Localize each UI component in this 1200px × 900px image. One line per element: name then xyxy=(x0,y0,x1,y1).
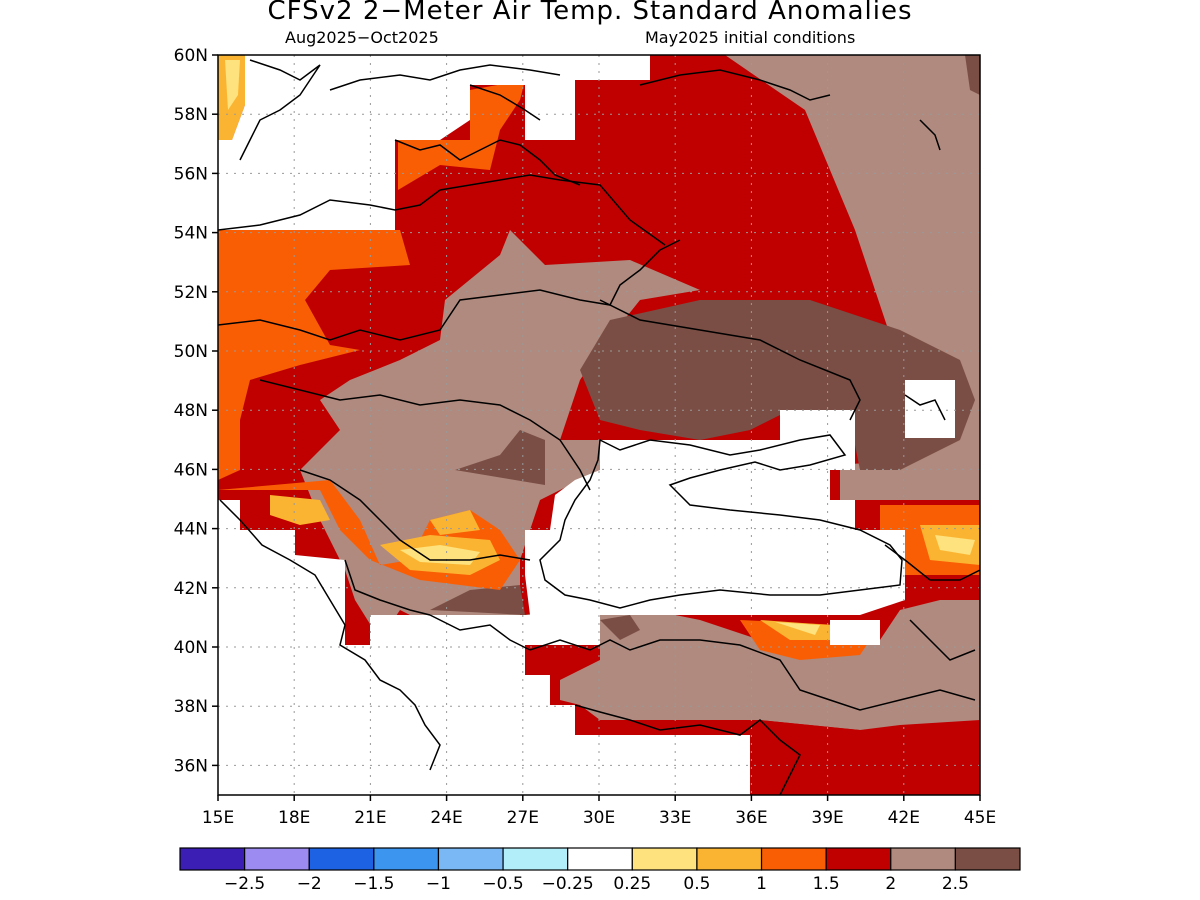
colorbar-label: 2 xyxy=(885,874,896,894)
colorbar-swatch xyxy=(437,847,504,871)
lat-tick-label: 58N xyxy=(174,105,208,125)
lon-tick-label: 21E xyxy=(354,808,386,828)
colorbar-label: 1 xyxy=(756,874,767,894)
lat-tick-label: 52N xyxy=(174,283,208,303)
colorbar-labels: −2.5 −2 −1.5 −1 −0.5 −0.25 0.25 0.5 1 1.5 2 2.5 xyxy=(224,874,969,894)
colorbar-label: −2.5 xyxy=(224,874,265,894)
lon-tick-label: 15E xyxy=(202,808,234,828)
colorbar-label: 0.5 xyxy=(683,874,710,894)
lat-tick-label: 38N xyxy=(174,697,208,717)
colorbar xyxy=(179,847,1021,871)
colorbar-swatch xyxy=(179,847,246,871)
colorbar-swatch xyxy=(954,847,1021,871)
colorbar-swatch xyxy=(373,847,440,871)
lat-tick-label: 36N xyxy=(174,756,208,776)
lat-tick-label: 44N xyxy=(174,520,208,540)
colorbar-label: −0.25 xyxy=(542,874,594,894)
colorbar-swatch xyxy=(631,847,698,871)
map-gridlines xyxy=(218,55,980,795)
coastlines xyxy=(218,59,980,795)
colorbar-swatch xyxy=(308,847,375,871)
lat-tick-label: 46N xyxy=(174,460,208,480)
lat-tick-label: 60N xyxy=(174,46,208,66)
initial-conditions: May2025 initial conditions xyxy=(645,28,856,47)
colorbar-swatch xyxy=(825,847,892,871)
colorbar-label: 0.25 xyxy=(613,874,651,894)
colorbar-label: −1 xyxy=(426,874,451,894)
colorbar-swatch xyxy=(696,847,763,871)
lon-tick-label: 39E xyxy=(811,808,843,828)
map-title: CFSv2 2−Meter Air Temp. Standard Anomali… xyxy=(267,0,913,26)
colorbar-label: −2 xyxy=(297,874,322,894)
colorbar-swatch xyxy=(760,847,827,871)
colorbar-swatch xyxy=(890,847,956,871)
colorbar-label: 1.5 xyxy=(813,874,840,894)
anomaly-field xyxy=(218,55,980,795)
lat-tick-label: 54N xyxy=(174,224,208,244)
lat-tick-label: 48N xyxy=(174,401,208,421)
colorbar-label: 2.5 xyxy=(942,874,969,894)
colorbar-swatch xyxy=(244,847,310,871)
lon-tick-label: 24E xyxy=(430,808,462,828)
lon-tick-label: 42E xyxy=(888,808,920,828)
colorbar-label: −0.5 xyxy=(482,874,523,894)
lon-tick-label: 18E xyxy=(278,808,310,828)
lon-tick-label: 36E xyxy=(735,808,767,828)
lon-tick-label: 27E xyxy=(507,808,539,828)
lat-tick-label: 40N xyxy=(174,638,208,658)
colorbar-swatch xyxy=(567,847,633,871)
lon-tick-label: 33E xyxy=(659,808,691,828)
lon-tick-label: 45E xyxy=(964,808,996,828)
colorbar-swatch xyxy=(502,847,569,871)
colorbar-label: −1.5 xyxy=(353,874,394,894)
lat-tick-label: 56N xyxy=(174,164,208,184)
forecast-period: Aug2025−Oct2025 xyxy=(285,28,439,47)
lat-tick-label: 42N xyxy=(174,579,208,599)
longitude-axis: 15E 18E 21E 24E 27E 30E 33E 36E 39E 42E 45E xyxy=(202,795,996,828)
lon-tick-label: 30E xyxy=(583,808,615,828)
latitude-axis: 60N 58N 56N 54N 52N 50N 48N 46N 44N 42N 40N 38N 36N xyxy=(174,46,218,776)
lat-tick-label: 50N xyxy=(174,342,208,362)
